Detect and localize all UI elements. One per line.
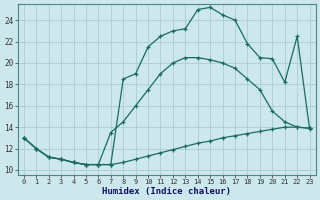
- X-axis label: Humidex (Indice chaleur): Humidex (Indice chaleur): [102, 187, 231, 196]
